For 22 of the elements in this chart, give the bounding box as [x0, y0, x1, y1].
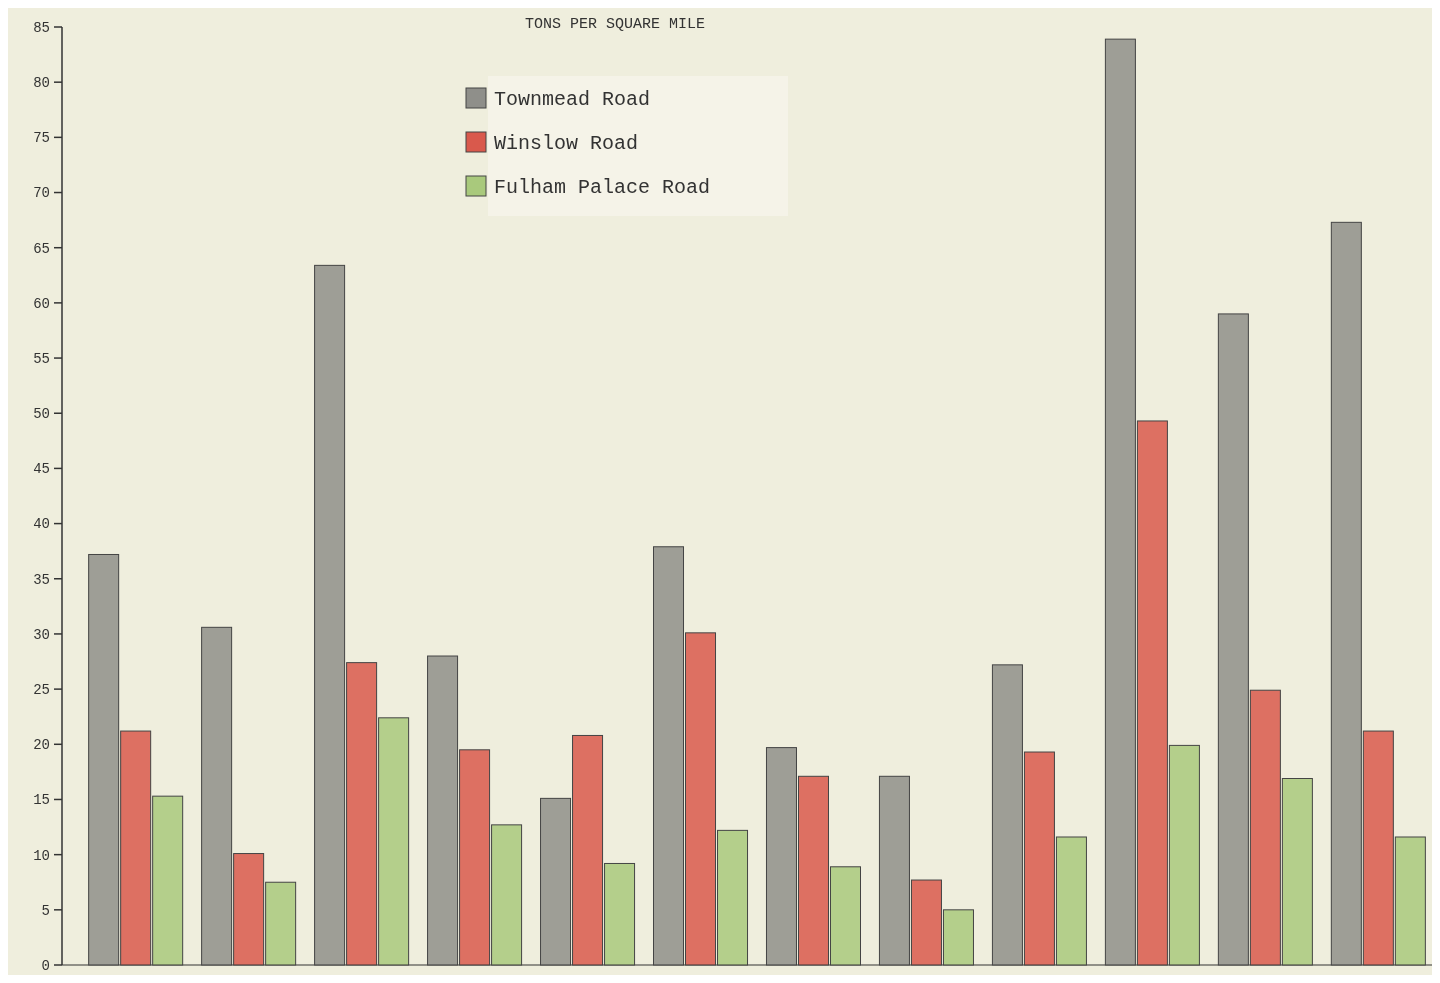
y-tick-label: 60: [33, 295, 50, 312]
y-tick-label: 15: [33, 792, 50, 809]
chart-title: TONS PER SQUARE MILE: [524, 16, 706, 33]
y-tick-label: 65: [33, 240, 50, 257]
y-tick-label: 45: [33, 461, 50, 478]
y-tick-label: 30: [33, 626, 50, 643]
y-tick-label: 55: [33, 350, 50, 367]
y-tick-label: 20: [33, 737, 50, 754]
legend-label: Winslow Road: [494, 132, 639, 155]
y-tick-label: 10: [33, 847, 50, 864]
y-tick-label: 50: [33, 406, 50, 423]
y-tick-label: 40: [33, 516, 50, 533]
y-tick-label: 25: [33, 682, 50, 699]
y-tick-label: 80: [33, 75, 50, 92]
y-tick-label: 75: [33, 130, 50, 147]
y-tick-label: 0: [41, 957, 50, 974]
y-tick-label: 35: [33, 571, 50, 588]
y-tick-label: 5: [41, 902, 50, 919]
y-tick-label: 70: [33, 185, 50, 202]
legend-label: Fulham Palace Road: [494, 176, 711, 199]
legend-label: Townmead Road: [494, 88, 651, 111]
y-tick-label: 85: [33, 19, 50, 36]
